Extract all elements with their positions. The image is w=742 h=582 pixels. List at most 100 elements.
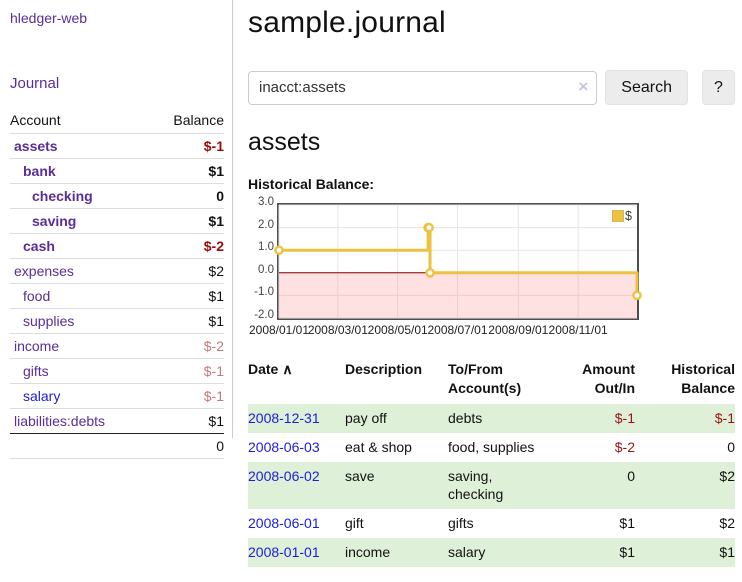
account-row: liabilities:debts $1 xyxy=(10,408,224,434)
account-heading: assets xyxy=(248,128,321,156)
transaction-accounts: gifts xyxy=(448,515,474,532)
account-balance-table: Account Balance assets $-1 bank $1 check… xyxy=(10,108,224,459)
account-row: assets $-1 xyxy=(10,133,224,159)
x-tick-label: 2008/03/01 xyxy=(307,323,368,337)
account-row: expenses $2 xyxy=(10,258,224,284)
chart-series xyxy=(274,204,642,319)
transaction-description: pay off xyxy=(345,403,448,433)
accounts-total-row: 0 xyxy=(10,433,224,459)
account-row: salary $-1 xyxy=(10,383,224,409)
account-balance: $-2 xyxy=(203,238,224,254)
amount-column-header: Amount Out/In xyxy=(582,361,635,396)
transaction-accounts: debts xyxy=(448,403,560,433)
x-tick-label: 2008/07/01 xyxy=(427,323,488,337)
sort-asc-icon: ∧ xyxy=(282,361,293,377)
account-link-liabilities-debts[interactable]: liabilities:debts xyxy=(14,413,106,429)
transaction-date-link[interactable]: 2008-06-03 xyxy=(248,438,320,455)
account-balance: $-1 xyxy=(203,388,224,404)
clear-search-icon[interactable]: × xyxy=(578,76,589,96)
balance-column-header: Balance xyxy=(173,112,224,128)
account-balance: $-1 xyxy=(203,138,224,154)
app-title-link[interactable]: hledger-web xyxy=(10,10,88,26)
account-column-header: Account xyxy=(10,112,61,128)
transaction-date-link[interactable]: 2008-01-01 xyxy=(248,544,320,561)
account-row: bank $1 xyxy=(10,158,224,184)
account-link-assets[interactable]: assets xyxy=(14,138,58,154)
chart-caption: Historical Balance: xyxy=(248,176,375,192)
chart-x-axis-labels: 2008/01/01 2008/03/01 2008/05/01 2008/07/01… xyxy=(249,323,639,339)
chart-legend: $ xyxy=(612,209,632,223)
y-tick-label: 0.0 xyxy=(258,263,274,276)
transaction-description: save xyxy=(345,461,448,510)
search-input[interactable] xyxy=(248,70,598,105)
sidebar-item-journal[interactable]: Journal xyxy=(10,75,60,92)
account-link-expenses[interactable]: expenses xyxy=(14,263,74,279)
chart-y-axis-labels: 3.0 2.0 1.0 0.0 -1.0 -2.0 xyxy=(248,196,274,321)
x-tick-label: 2008/11/01 xyxy=(548,323,608,337)
transaction-date-link[interactable]: 2008-06-02 xyxy=(248,467,320,484)
account-link-saving[interactable]: saving xyxy=(32,213,77,229)
chart-plot-area[interactable]: $ xyxy=(274,203,642,320)
account-balance: $1 xyxy=(208,288,224,304)
y-tick-label: 3.0 xyxy=(258,196,274,208)
accounts-total-value: 0 xyxy=(149,433,224,459)
y-tick-label: -1.0 xyxy=(254,286,274,299)
account-link-gifts[interactable]: gifts xyxy=(23,363,49,379)
transaction-amount: $-2 xyxy=(614,438,635,455)
account-balance: $1 xyxy=(208,163,224,179)
account-link-supplies[interactable]: supplies xyxy=(23,313,75,329)
transaction-description: income xyxy=(345,538,448,568)
transaction-accounts: food, supplies xyxy=(448,438,535,455)
historical-balance-chart: 3.0 2.0 1.0 0.0 -1.0 -2.0 $ 2008/01/01 2008/03… xyxy=(248,196,735,341)
help-button[interactable]: ? xyxy=(702,70,735,105)
transaction-amount: $1 xyxy=(560,538,635,568)
y-tick-label: 1.0 xyxy=(258,241,274,254)
register-row: 2008-06-02 save saving, checking 0 $2 xyxy=(248,461,735,510)
search-button[interactable]: Search xyxy=(605,70,688,105)
transaction-amount: $1 xyxy=(619,515,635,532)
transaction-description: eat & shop xyxy=(345,438,412,455)
transaction-balance: $2 xyxy=(635,461,735,510)
transaction-date-link[interactable]: 2008-12-31 xyxy=(248,409,320,426)
account-balance: 0 xyxy=(216,188,224,204)
account-link-income[interactable]: income xyxy=(14,338,60,354)
account-balance: $-1 xyxy=(203,363,224,379)
accounts-column-header: To/From Account(s) xyxy=(448,361,522,396)
account-link-food[interactable]: food xyxy=(23,288,51,304)
account-balance: $-2 xyxy=(203,338,224,354)
account-row: supplies $1 xyxy=(10,308,224,334)
description-column-header: Description xyxy=(345,361,423,377)
account-balance: $1 xyxy=(208,313,224,329)
sidebar: hledger-web Journal Account Balance asse… xyxy=(0,0,233,459)
y-tick-label: 2.0 xyxy=(258,218,274,231)
account-balance: $2 xyxy=(208,263,224,279)
account-row: cash $-2 xyxy=(10,233,224,259)
account-link-checking[interactable]: checking xyxy=(32,188,93,204)
transaction-balance: $1 xyxy=(635,538,735,568)
account-link-cash[interactable]: cash xyxy=(23,238,55,254)
account-row: saving $1 xyxy=(10,208,224,234)
register-row: 2008-06-03 eat & shop food, supplies $-2… xyxy=(248,433,735,462)
x-tick-label: 2008/05/01 xyxy=(367,323,428,337)
y-tick-label: -2.0 xyxy=(254,309,274,321)
register-row: 2008-01-01 income salary $1 $1 xyxy=(248,538,735,568)
register-row: 2008-12-31 pay off debts $-1 $-1 xyxy=(248,403,735,433)
account-row: food $1 xyxy=(10,283,224,309)
date-column-header[interactable]: Date ∧ xyxy=(248,361,293,377)
transaction-date-link[interactable]: 2008-06-01 xyxy=(248,515,320,532)
transaction-accounts: salary xyxy=(448,538,560,568)
transaction-amount: $-1 xyxy=(560,403,635,433)
x-tick-label: 2008/09/01 xyxy=(488,323,549,337)
balance-column-header: Historical Balance xyxy=(671,361,735,396)
transaction-description: gift xyxy=(345,515,364,532)
account-link-salary[interactable]: salary xyxy=(23,388,61,404)
x-tick-label: 2008/01/01 xyxy=(248,323,310,337)
account-row: gifts $-1 xyxy=(10,358,224,384)
page-title: sample.journal xyxy=(248,6,446,39)
register-header-row: Date ∧ Description To/From Account(s) Amo… xyxy=(248,357,735,404)
transaction-balance: $-1 xyxy=(635,403,735,433)
account-balance: $1 xyxy=(208,213,224,229)
transaction-amount: 0 xyxy=(560,461,635,510)
transaction-accounts: saving, checking xyxy=(448,461,560,510)
account-link-bank[interactable]: bank xyxy=(23,163,56,179)
